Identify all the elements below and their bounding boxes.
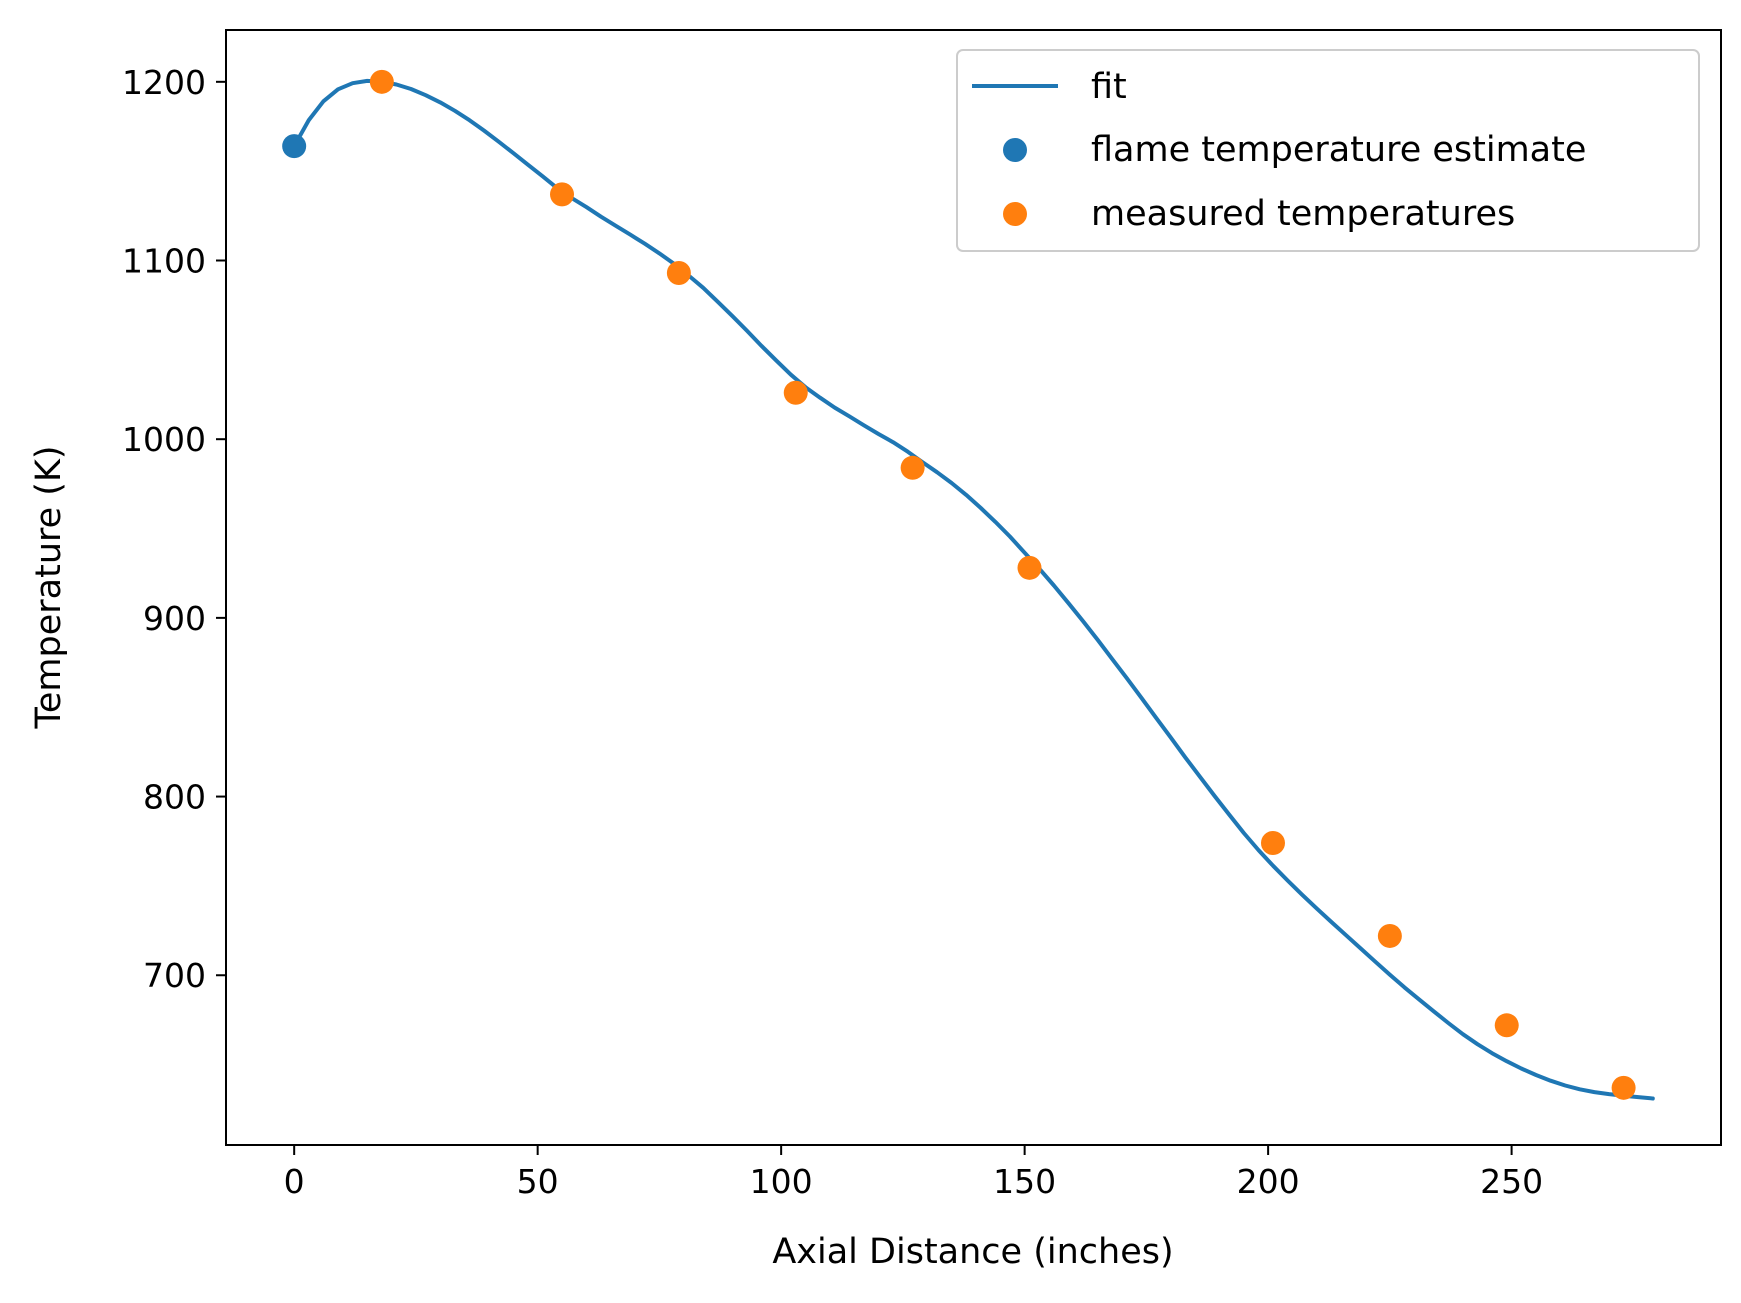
plot-frame	[225, 29, 1722, 1146]
measured-temperature-point	[1377, 923, 1402, 948]
measured-temperature-point	[1017, 555, 1042, 580]
legend-flame-label: flame temperature estimate	[1091, 130, 1586, 170]
y-axis-label: Temperature (K)	[29, 445, 69, 729]
legend: fit flame temperature estimate measured …	[956, 49, 1700, 252]
measured-temperature-point	[1494, 1013, 1519, 1038]
x-axis-label: Axial Distance (inches)	[772, 1232, 1173, 1272]
ticks-layer: 0 50 100 150 200 250 700 800 900 1000 1100 1200	[122, 63, 1543, 1201]
measured-temperature-point	[550, 182, 575, 207]
y-tick-label: 700	[143, 956, 206, 995]
flame-temperature-point	[282, 134, 307, 159]
x-tick-label: 0	[284, 1162, 305, 1201]
y-tick-label: 1100	[122, 242, 206, 281]
x-tick-label: 100	[750, 1162, 813, 1201]
measured-temperature-point	[1611, 1075, 1636, 1100]
y-tick-label: 800	[143, 778, 206, 817]
y-tick-label: 1000	[122, 420, 206, 459]
x-tick-label: 150	[993, 1162, 1056, 1201]
legend-fit-label: fit	[1091, 67, 1127, 107]
fit-line	[292, 78, 1655, 1101]
measured-temperature-point	[369, 69, 394, 94]
legend-flame-swatch	[1003, 138, 1027, 162]
measured-temperature-point	[900, 455, 925, 480]
measured-temperature-point	[783, 380, 808, 405]
x-tick-label: 50	[517, 1162, 559, 1201]
x-tick-label: 200	[1237, 1162, 1300, 1201]
x-tick-label: 250	[1480, 1162, 1543, 1201]
y-tick-label: 1200	[122, 63, 206, 102]
series-layer	[282, 69, 1655, 1101]
measured-temperature-point	[1260, 831, 1285, 856]
legend-frame	[956, 49, 1700, 252]
legend-measured-label: measured temperatures	[1091, 194, 1515, 234]
measured-temperature-point	[666, 261, 691, 286]
legend-measured-swatch	[1003, 202, 1027, 226]
y-tick-label: 900	[143, 599, 206, 638]
